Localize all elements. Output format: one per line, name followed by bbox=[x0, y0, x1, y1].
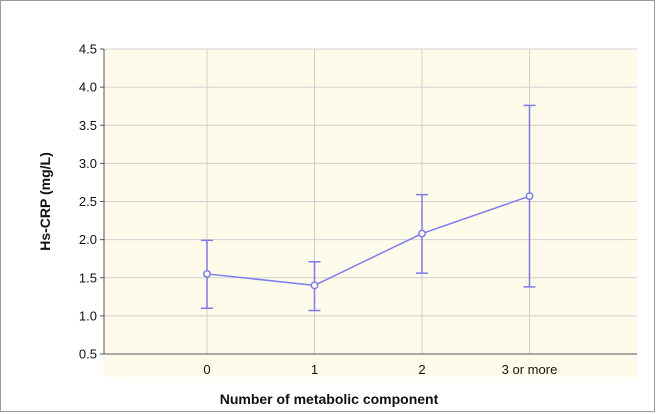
y-tick-label: 3.0 bbox=[79, 156, 97, 171]
plot-background bbox=[104, 49, 637, 377]
x-axis-ticks: 0 1 2 3 or more bbox=[203, 362, 557, 377]
y-tick-label: 2.0 bbox=[79, 232, 97, 247]
x-tick-label: 3 or more bbox=[502, 362, 558, 377]
data-point bbox=[525, 192, 534, 201]
x-tick-label: 2 bbox=[418, 362, 425, 377]
y-axis-title: Hs-CRP (mg/L) bbox=[37, 152, 53, 251]
y-axis-ticks: 0.5 1.0 1.5 2.0 2.5 3.0 3.5 4.0 4.5 bbox=[79, 42, 104, 362]
data-point bbox=[203, 269, 211, 278]
y-tick-label: 0.5 bbox=[79, 347, 97, 362]
x-tick-label: 1 bbox=[311, 362, 318, 377]
y-tick-label: 2.5 bbox=[79, 194, 97, 209]
y-tick-label: 1.5 bbox=[79, 270, 97, 285]
y-tick-label: 3.5 bbox=[79, 118, 97, 133]
data-point bbox=[310, 281, 319, 290]
data-point bbox=[418, 229, 426, 238]
plot-area bbox=[104, 49, 637, 377]
y-tick-label: 1.0 bbox=[79, 308, 97, 323]
y-tick-label: 4.0 bbox=[79, 80, 97, 95]
series-line bbox=[206, 195, 530, 287]
y-tick-label: 4.5 bbox=[79, 42, 97, 57]
x-axis-title: Number of metabolic component bbox=[220, 391, 439, 407]
series-group bbox=[201, 104, 536, 312]
x-tick-label: 0 bbox=[203, 362, 210, 377]
